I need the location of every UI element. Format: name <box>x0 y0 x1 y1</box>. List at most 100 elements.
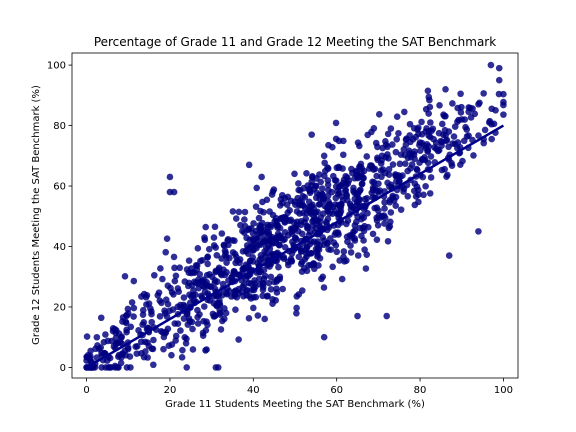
x-axis-ticks: 0 20 40 60 80 100 <box>83 378 513 396</box>
data-point <box>351 235 358 242</box>
data-point <box>390 197 398 204</box>
data-point <box>217 311 224 319</box>
data-point <box>145 300 153 307</box>
data-point <box>406 150 413 157</box>
x-tick-label: 0 <box>83 385 89 396</box>
x-tick-label: 20 <box>164 385 177 396</box>
data-point <box>201 234 208 241</box>
data-point <box>121 272 129 280</box>
data-point <box>392 171 399 178</box>
data-point <box>451 123 459 130</box>
data-point <box>231 237 238 245</box>
data-point <box>291 224 299 232</box>
data-point <box>186 291 193 298</box>
data-point <box>177 327 184 334</box>
data-point <box>118 334 125 341</box>
data-point <box>321 159 328 167</box>
data-point <box>371 165 379 173</box>
data-point <box>324 215 332 223</box>
data-point <box>374 143 381 151</box>
data-point <box>259 219 266 227</box>
data-point <box>401 108 408 116</box>
data-point <box>421 153 428 161</box>
data-point <box>465 108 472 116</box>
data-point <box>424 159 432 167</box>
data-point <box>423 125 430 132</box>
data-point <box>500 90 507 98</box>
data-point <box>301 218 308 226</box>
data-point <box>295 180 302 187</box>
data-point <box>463 126 471 133</box>
data-point <box>397 206 405 213</box>
data-point <box>492 107 499 114</box>
data-point <box>305 198 313 206</box>
data-point <box>255 268 263 276</box>
data-point <box>373 217 381 224</box>
data-point <box>139 306 147 314</box>
data-point <box>308 131 315 138</box>
plot-area-frame <box>71 52 519 379</box>
data-point <box>439 120 446 128</box>
data-point <box>427 119 434 126</box>
data-point <box>166 173 174 181</box>
data-point <box>356 163 364 171</box>
data-point <box>354 213 361 221</box>
data-point <box>343 220 350 228</box>
data-point <box>383 312 391 320</box>
data-point <box>168 341 176 348</box>
data-point <box>179 346 186 354</box>
x-tick-label: 80 <box>414 385 427 396</box>
data-point <box>180 315 188 322</box>
data-point <box>413 165 421 173</box>
data-point <box>384 237 392 245</box>
data-point <box>183 266 191 273</box>
data-point <box>139 321 146 328</box>
data-point <box>442 86 449 93</box>
data-point <box>177 304 185 311</box>
data-point <box>130 313 137 320</box>
data-point <box>370 179 378 186</box>
data-point <box>445 143 452 151</box>
data-point <box>486 119 493 126</box>
data-point <box>267 221 274 229</box>
data-point <box>258 173 265 181</box>
data-point <box>233 294 241 301</box>
data-point <box>444 171 451 179</box>
data-point <box>235 336 242 343</box>
data-point <box>410 187 418 195</box>
data-point <box>340 253 347 261</box>
data-point <box>340 248 348 255</box>
data-point <box>311 209 319 216</box>
data-point <box>475 228 482 235</box>
data-point <box>183 364 191 371</box>
data-point <box>276 273 284 281</box>
data-point <box>269 211 277 219</box>
data-point <box>318 275 325 283</box>
data-point <box>495 76 503 84</box>
data-point <box>267 286 275 293</box>
data-point <box>393 113 401 120</box>
data-point <box>416 147 424 154</box>
data-point <box>121 347 129 354</box>
data-point <box>286 207 293 214</box>
data-point <box>272 297 280 304</box>
data-point <box>381 199 388 206</box>
data-point <box>488 135 495 143</box>
data-point <box>361 246 368 253</box>
data-point <box>365 223 372 231</box>
data-point <box>255 275 263 282</box>
data-point <box>404 167 411 175</box>
data-point <box>253 244 260 252</box>
data-point <box>295 253 303 261</box>
data-point <box>105 364 112 371</box>
data-point <box>293 208 301 215</box>
data-point <box>351 227 359 234</box>
data-point <box>240 292 247 300</box>
data-point <box>293 293 301 300</box>
data-point <box>240 281 248 289</box>
data-point <box>197 257 204 265</box>
data-point <box>400 185 408 192</box>
data-point <box>241 208 249 216</box>
data-point <box>316 171 323 178</box>
data-point <box>426 133 434 141</box>
